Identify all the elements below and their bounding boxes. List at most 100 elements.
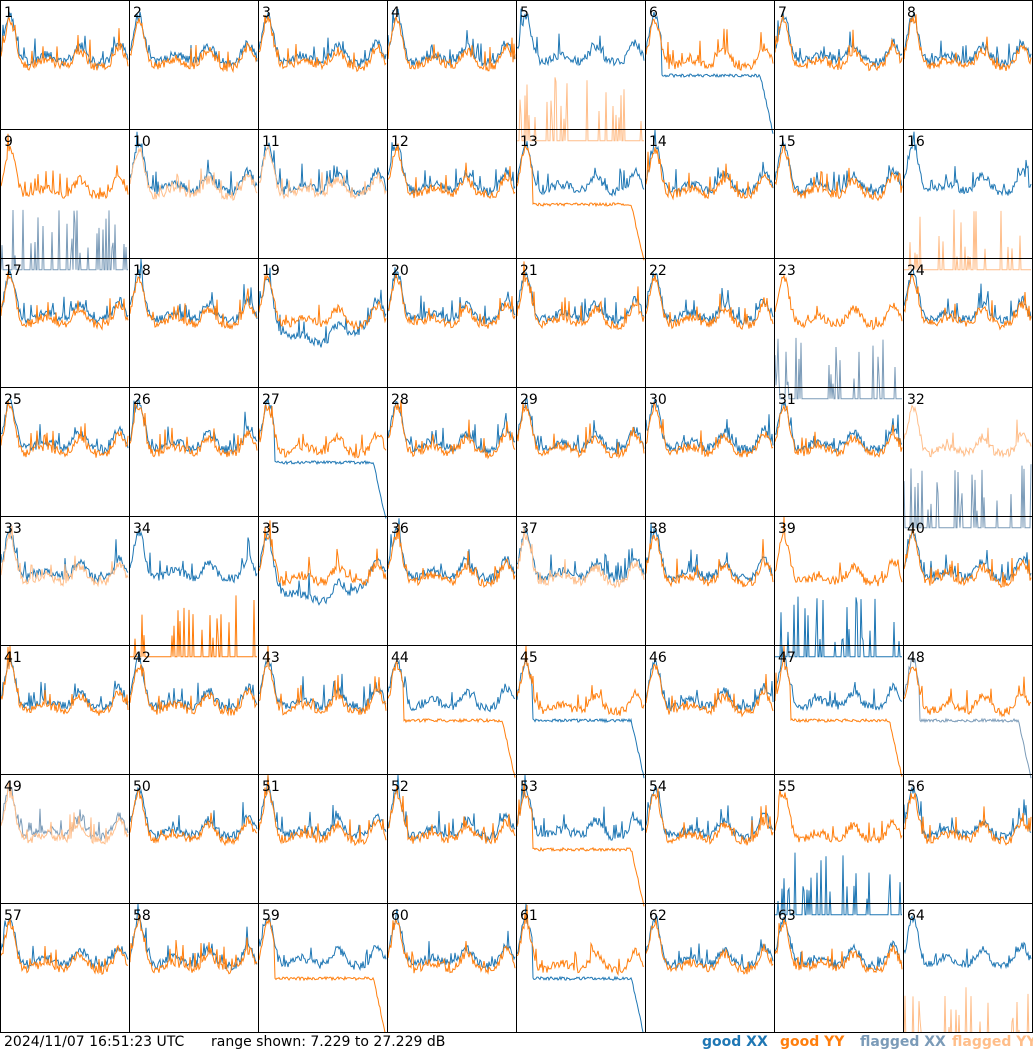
panel-61: 61 xyxy=(516,903,646,1033)
panel-11: 11 xyxy=(258,129,388,259)
panel-24: 24 xyxy=(903,258,1033,388)
panel-49-xx-series xyxy=(0,785,129,841)
panel-7: 7 xyxy=(774,0,904,130)
panel-20-label: 20 xyxy=(391,263,409,279)
panel-3: 3 xyxy=(258,0,388,130)
legend-flagged-yy: flagged YY xyxy=(952,1034,1033,1050)
panel-35-yy-series xyxy=(258,520,387,587)
panel-30: 30 xyxy=(645,387,775,517)
panel-35: 35 xyxy=(258,516,388,646)
panel-57: 57 xyxy=(0,903,130,1033)
panel-4-yy-series xyxy=(387,16,516,72)
panel-12: 12 xyxy=(387,129,517,259)
panel-12-yy-series xyxy=(387,143,516,200)
panel-1-yy-series xyxy=(0,16,129,71)
panel-17-xx-series xyxy=(0,269,129,325)
panel-12-xx-series xyxy=(387,142,516,198)
panel-50: 50 xyxy=(129,774,259,904)
panel-7-frame xyxy=(774,0,904,130)
panel-39-xx-series xyxy=(775,596,902,658)
panel-27-label: 27 xyxy=(262,392,280,408)
panel-18-yy-series xyxy=(129,276,258,331)
panel-50-yy-series xyxy=(129,789,258,847)
panel-62-xx-series xyxy=(645,914,774,971)
panel-57-xx-series xyxy=(0,918,129,970)
panel-37: 37 xyxy=(516,516,646,646)
panel-51-label: 51 xyxy=(262,779,280,795)
panel-22-xx-series xyxy=(645,272,774,326)
panel-62-yy-series xyxy=(645,919,774,975)
panel-30-xx-series xyxy=(645,398,774,454)
panel-51: 51 xyxy=(258,774,388,904)
panel-63: 63 xyxy=(774,903,904,1033)
panel-21-yy-series xyxy=(516,261,645,331)
panel-54-label: 54 xyxy=(649,779,667,795)
panel-57-yy-series xyxy=(0,918,128,976)
panel-45: 45 xyxy=(516,645,646,779)
panel-42-label: 42 xyxy=(133,650,151,666)
panel-55: 55 xyxy=(774,774,904,916)
panel-36-yy-series xyxy=(387,524,516,589)
panel-63-xx-series xyxy=(774,916,903,971)
footer: 2024/11/07 16:51:23 UTC range shown: 7.2… xyxy=(0,1033,1033,1053)
panel-46-label: 46 xyxy=(649,650,667,666)
panel-53-yy-series xyxy=(516,782,645,907)
panel-2: 2 xyxy=(129,0,259,130)
panel-22-label: 22 xyxy=(649,263,667,279)
panel-44: 44 xyxy=(387,645,517,778)
panel-61-label: 61 xyxy=(520,908,538,924)
panel-34-label: 34 xyxy=(133,521,151,537)
panel-61-xx-series xyxy=(516,903,644,1033)
range-text: range shown: 7.229 to 27.229 dB xyxy=(211,1034,446,1050)
panel-25-yy-series xyxy=(0,400,129,458)
panel-44-label: 44 xyxy=(391,650,409,666)
panel-26-label: 26 xyxy=(133,392,151,408)
panel-53: 53 xyxy=(516,774,646,907)
panel-8-label: 8 xyxy=(907,5,916,21)
panel-38-label: 38 xyxy=(649,521,667,537)
panel-55-xx-series xyxy=(775,852,902,916)
panel-19-xx-series xyxy=(258,267,387,348)
panel-3-frame xyxy=(258,0,388,130)
panel-6: 6 xyxy=(645,0,775,134)
panel-23-yy-series xyxy=(774,274,903,331)
panel-6-yy-series xyxy=(645,18,774,71)
panel-62-label: 62 xyxy=(649,908,667,924)
panel-23-label: 23 xyxy=(778,263,796,279)
panel-16-label: 16 xyxy=(907,134,925,150)
panel-10-yy-series xyxy=(129,147,258,201)
panel-15: 15 xyxy=(774,129,904,259)
panel-59-label: 59 xyxy=(262,908,280,924)
panel-3-xx-series xyxy=(258,12,387,68)
panel-29-xx-series xyxy=(517,397,645,455)
panel-8: 8 xyxy=(903,0,1033,130)
panel-59-xx-series xyxy=(258,917,387,971)
panel-51-yy-series xyxy=(258,774,387,847)
panel-23: 23 xyxy=(774,258,904,400)
panel-56: 56 xyxy=(903,774,1033,904)
panel-37-xx-series xyxy=(516,527,645,584)
panel-48: 48 xyxy=(903,645,1033,779)
panel-35-label: 35 xyxy=(262,521,280,537)
panel-1-xx-series xyxy=(0,11,129,69)
panel-3-yy-series xyxy=(258,14,387,73)
panel-4-xx-series xyxy=(387,8,516,67)
panel-25: 25 xyxy=(0,387,130,517)
panel-47-xx-series xyxy=(774,645,903,712)
panel-48-yy-series xyxy=(903,666,1031,718)
panel-44-yy-series xyxy=(387,661,516,778)
panel-31: 31 xyxy=(774,387,904,517)
panel-54: 54 xyxy=(645,774,775,904)
panel-59: 59 xyxy=(258,903,388,1033)
panel-55-label: 55 xyxy=(778,779,796,795)
panel-48-label: 48 xyxy=(907,650,925,666)
panel-19-yy-series xyxy=(258,274,387,331)
panel-26-yy-series xyxy=(129,401,258,458)
panel-41-xx-series xyxy=(0,657,129,712)
panel-12-label: 12 xyxy=(391,134,409,150)
panel-26-xx-series xyxy=(129,399,258,455)
panel-24-yy-series xyxy=(903,273,1032,331)
panel-9: 9 xyxy=(0,129,130,271)
panel-54-xx-series xyxy=(645,786,774,842)
panel-55-yy-series xyxy=(774,789,903,844)
